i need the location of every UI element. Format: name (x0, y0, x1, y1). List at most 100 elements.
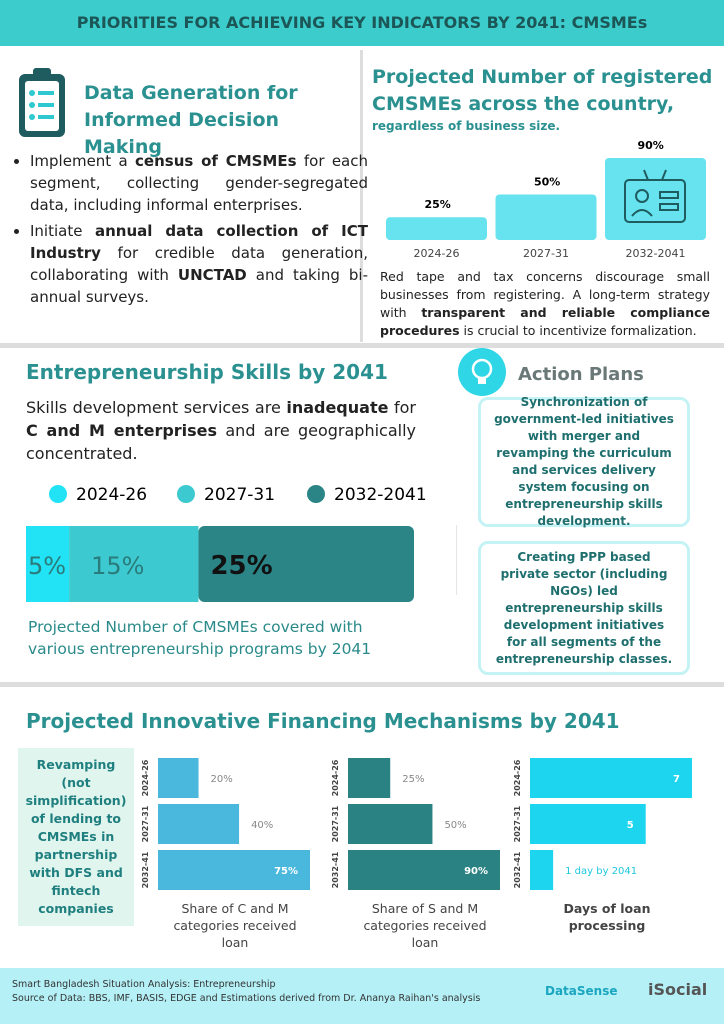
bar (530, 804, 646, 844)
bullet: Implement a census of CMSMEs for each se… (30, 150, 368, 216)
y-tick-label: 2032-41 (141, 851, 150, 888)
bar (158, 758, 199, 798)
text: Initiate (30, 222, 95, 240)
value-label: 50% (534, 175, 560, 188)
logo: DataSense (545, 984, 618, 998)
footer-line: Source of Data: BBS, IMF, BASIS, EDGE an… (12, 993, 481, 1004)
bold-text: transparent and reliable compliance proc… (380, 305, 710, 338)
divider (456, 525, 457, 595)
legend-label: 2024-26 (76, 485, 147, 505)
footer-line: Smart Bangladesh Situation Analysis: Ent… (12, 979, 276, 990)
legend-swatch (177, 485, 195, 503)
value-label: 5 (627, 820, 634, 831)
value-label: 15% (91, 552, 144, 580)
chart-subtitle: regardless of business size. (372, 119, 561, 133)
legend-swatch (307, 485, 325, 503)
text: is crucial to incentivize formalization. (459, 323, 697, 338)
value-label: 40% (251, 820, 273, 831)
action-text: Creating PPP based private sector (inclu… (495, 549, 673, 666)
bar-segment (198, 526, 414, 602)
hbar-chart: 2024-26 25% 2027-31 50% 2032-41 90% (331, 758, 500, 890)
paragraph: Skills development services are inadequa… (26, 396, 416, 465)
bold-text: C and M enterprises (26, 421, 218, 440)
chart-title: Projected Number of registered CMSMEs ac… (372, 66, 713, 115)
text: Skills development services are (26, 398, 287, 417)
text: for credible data generation, collaborat… (30, 244, 368, 284)
y-tick-label: 2032-41 (513, 851, 522, 888)
text: Implement a (30, 152, 136, 170)
chart-note: Red tape and tax concerns discourage sma… (380, 268, 710, 340)
x-tick-label: 2032-2041 (626, 247, 686, 260)
action-title: Action Plans (518, 364, 644, 385)
bullet: Initiate annual data collection of ICT I… (30, 220, 368, 308)
value-label: 5% (28, 552, 66, 580)
bar (158, 804, 240, 844)
value-label: 25% (210, 551, 272, 581)
bullet-list: Implement a census of CMSMEs for each se… (8, 150, 368, 312)
chart-caption: Share of C and M categories received loa… (173, 901, 297, 950)
bulb-icon (458, 348, 506, 396)
hbar-chart: 2024-26 7 2027-31 5 2032-41 1 day by 2041 (513, 758, 692, 890)
y-tick-label: 2027-31 (331, 805, 340, 842)
value-label: 1 day by 2041 (565, 866, 637, 877)
header-bar (0, 0, 724, 46)
bar (348, 850, 500, 890)
bar (530, 850, 554, 890)
value-label: 20% (211, 774, 233, 785)
value-label: 90% (638, 139, 664, 152)
legend-label: 2032-2041 (334, 485, 426, 505)
header-title: PRIORITIES FOR ACHIEVING KEY INDICATORS … (76, 13, 648, 32)
section-title: Data Generation for Informed Decision Ma… (84, 82, 298, 158)
divider (360, 50, 363, 342)
bar (605, 158, 706, 240)
bar (348, 758, 391, 798)
bar-segment (26, 526, 70, 602)
y-tick-label: 2027-31 (141, 805, 150, 842)
y-tick-label: 2024-26 (513, 759, 522, 796)
text: for each segment, collecting gender-segr… (30, 152, 368, 214)
action-box: Creating PPP based private sector (inclu… (478, 541, 690, 675)
action-box: Synchronization of government-led initia… (478, 395, 690, 528)
bar (386, 217, 487, 240)
callout-text: Revamping (not simplification) of lendin… (25, 757, 127, 916)
stacked-bar-chart: 2024-26 5% 2027-31 15% 2032-2041 25% (26, 485, 426, 602)
x-tick-label: 2027-31 (523, 247, 569, 260)
text: Red tape and tax concerns discourage sma… (380, 269, 710, 320)
value-label: 75% (274, 866, 298, 877)
section-title: Entrepreneurship Skills by 2041 (26, 360, 388, 384)
value-label: 90% (464, 866, 488, 877)
text: for (388, 398, 416, 417)
value-label: 50% (444, 820, 466, 831)
y-tick-label: 2024-26 (141, 759, 150, 796)
value-label: 7 (673, 774, 680, 785)
bar-segment (69, 526, 199, 602)
value-label: 25% (425, 198, 451, 211)
legend-label: 2027-31 (204, 485, 275, 505)
chart-caption: Projected Number of CMSMEs covered with … (28, 618, 372, 658)
bar (530, 758, 692, 798)
footer-text: Smart Bangladesh Situation Analysis: Ent… (12, 978, 480, 1006)
bar (158, 850, 310, 890)
chart-caption: Days of loan processing (563, 901, 651, 933)
bold-text: inadequate (286, 398, 389, 417)
bar (348, 804, 433, 844)
y-tick-label: 2032-41 (331, 851, 340, 888)
section-title: Projected Innovative Financing Mechanism… (26, 709, 620, 733)
text: and taking bi-annual surveys. (30, 266, 368, 306)
action-text: Synchronization of government-led initia… (494, 395, 674, 528)
hbar-chart: 2024-26 20% 2027-31 40% 2032-41 75% (141, 758, 310, 890)
bar (495, 194, 597, 240)
clipboard-icon (19, 68, 65, 137)
x-tick-label: 2024-26 (414, 247, 460, 260)
divider (0, 343, 724, 348)
logo: iSocial (648, 980, 708, 999)
legend-swatch (49, 485, 67, 503)
id-card-icon (624, 169, 686, 223)
bold-text: UNCTAD (177, 266, 247, 284)
value-label: 25% (402, 774, 424, 785)
footer-bar (0, 968, 724, 1024)
callout-box: Revamping (not simplification) of lendin… (18, 748, 134, 926)
bold-text: census of CMSMEs (135, 152, 297, 170)
y-tick-label: 2027-31 (513, 805, 522, 842)
